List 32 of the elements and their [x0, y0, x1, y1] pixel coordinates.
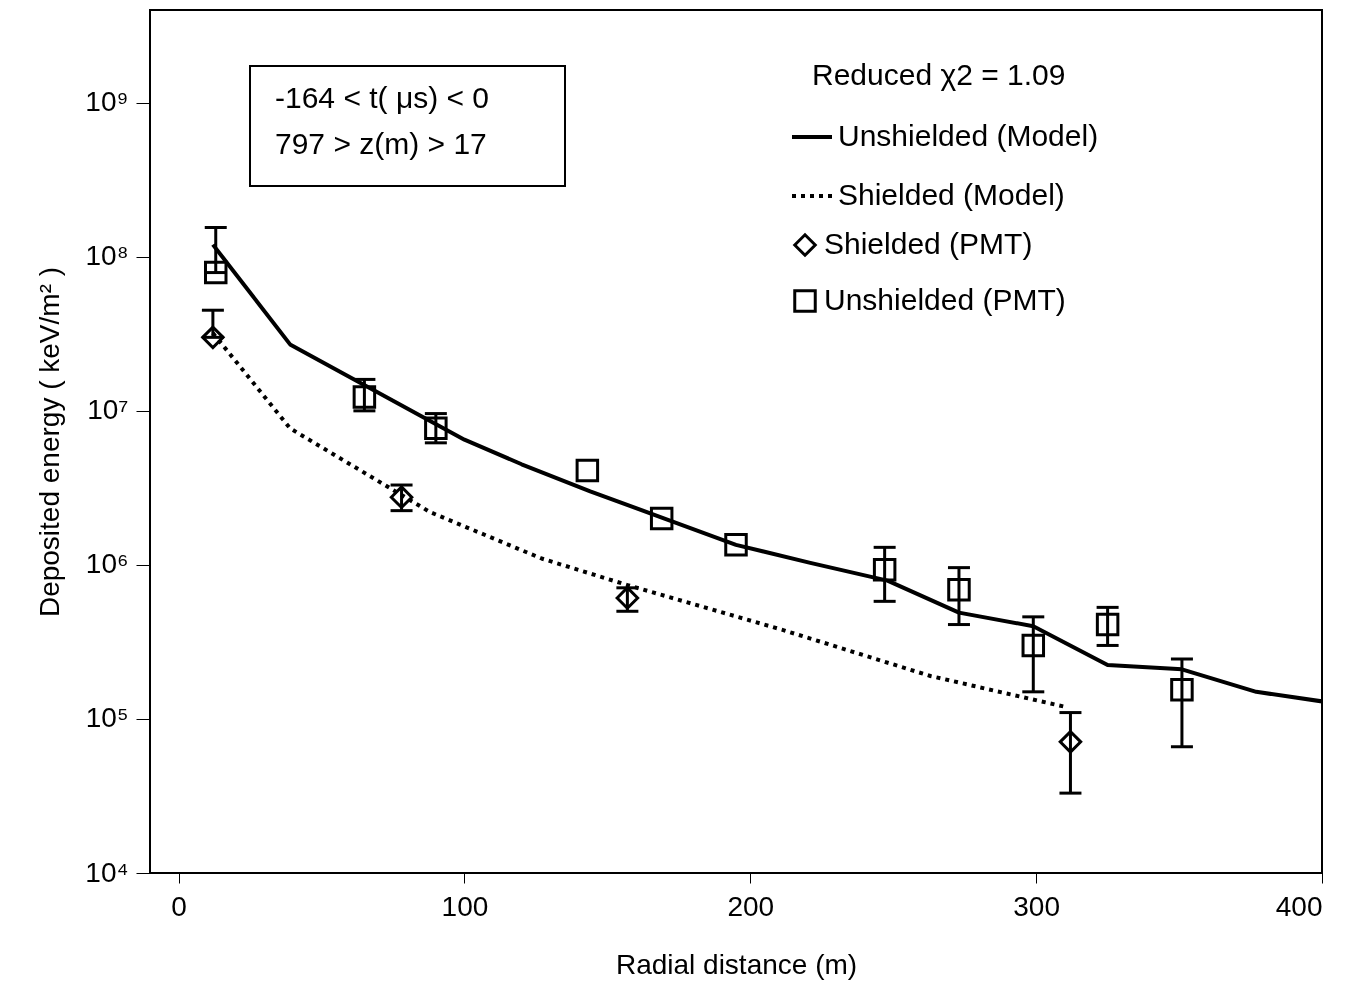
- legend-label: Unshielded (PMT): [824, 283, 1066, 316]
- point: [947, 577, 971, 602]
- x-axis-title: Radial distance (m): [615, 948, 858, 980]
- legend-label: Unshielded (Model): [838, 119, 1099, 152]
- y-tick-label: 10⁴: [85, 856, 129, 888]
- x-tick-label: 400: [1275, 890, 1323, 922]
- x-tick-label: 0: [171, 890, 187, 922]
- annotation: Reduced χ2 = 1.09: [812, 58, 1066, 91]
- point: [724, 533, 748, 557]
- point: [352, 385, 377, 409]
- annotation: 797 > z(m) > 17: [275, 127, 487, 160]
- point: [201, 325, 225, 350]
- x-tick-label: 200: [727, 890, 775, 922]
- point: [1058, 730, 1083, 754]
- y-axis-title: Deposited energy ( keV/m² ): [34, 266, 66, 618]
- y-tick-label: 10⁹: [85, 86, 129, 118]
- point: [1095, 612, 1120, 637]
- legend-label: Shielded (Model): [838, 178, 1065, 211]
- y-tick-label: 10⁵: [85, 702, 129, 734]
- annotation: -164 < t( μs) < 0: [275, 81, 490, 114]
- point: [204, 260, 228, 285]
- y-tick-label: 10⁶: [85, 548, 129, 580]
- point: [872, 558, 897, 582]
- x-tick-label: 100: [441, 890, 489, 922]
- x-tick-label: 300: [1013, 890, 1061, 922]
- point: [1170, 677, 1194, 702]
- y-tick-label: 10⁸: [85, 240, 129, 272]
- y-tick-label: 10⁷: [87, 394, 129, 426]
- legend-label: Shielded (PMT): [824, 227, 1033, 260]
- point: [1021, 633, 1046, 658]
- point: [575, 458, 600, 483]
- point: [649, 506, 674, 531]
